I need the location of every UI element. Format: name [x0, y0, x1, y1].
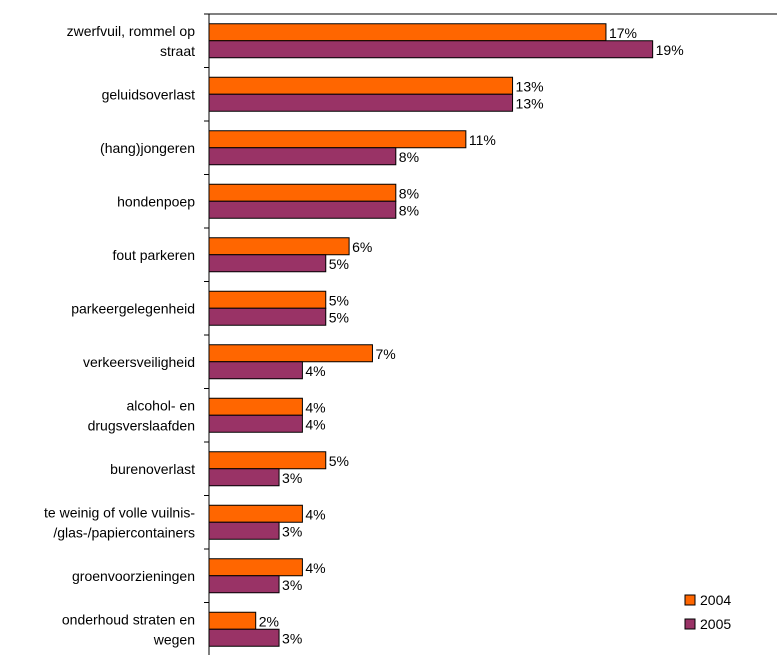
bar-2004	[208, 23, 607, 42]
category-label: onderhoud straten en wegen	[62, 611, 195, 647]
data-label-2004: 4%	[305, 506, 325, 522]
data-label-2004: 11%	[469, 132, 496, 148]
data-label-2004: 7%	[375, 346, 395, 362]
bar-2005	[208, 147, 397, 166]
data-label-2005: 19%	[656, 42, 684, 58]
bar-2005	[208, 575, 280, 594]
bar-2005	[208, 40, 654, 59]
bar-2004	[208, 504, 303, 523]
bar-2004	[208, 290, 327, 309]
category-label: alcohol- en drugsverslaafden	[88, 397, 195, 433]
data-label-2005: 5%	[329, 309, 349, 325]
bars	[208, 23, 654, 647]
data-label-2005: 3%	[282, 523, 302, 539]
bar-2005	[208, 93, 514, 112]
bar-2005	[208, 307, 327, 326]
category-label: verkeersveiligheid	[83, 354, 195, 370]
bar-2005	[208, 254, 327, 273]
data-label-2005: 13%	[516, 95, 544, 111]
bar-2004	[208, 451, 327, 470]
data-label-2004: 5%	[329, 453, 349, 469]
bar-2004	[208, 130, 467, 149]
bar-2005	[208, 200, 397, 219]
bar-2004	[208, 76, 514, 95]
data-label-2005: 5%	[329, 256, 349, 272]
legend-swatch-2005	[684, 618, 696, 630]
data-label-2005: 8%	[399, 202, 419, 218]
category-label: zwerfvuil, rommel op straat	[67, 23, 196, 59]
data-label-2004: 4%	[305, 560, 325, 576]
category-label: hondenpoep	[117, 193, 195, 209]
axis-layer	[204, 13, 777, 655]
data-label-2005: 8%	[399, 149, 419, 165]
data-label-2004: 5%	[329, 292, 349, 308]
data-label-2005: 3%	[282, 630, 302, 646]
legend-label-2005: 2005	[700, 616, 731, 632]
data-label-2004: 6%	[352, 239, 372, 255]
data-label-2005: 4%	[305, 416, 325, 432]
category-label: geluidsoverlast	[102, 86, 195, 102]
legend-swatch-2004	[684, 594, 696, 606]
bar-2004	[208, 237, 350, 256]
bar-2005	[208, 361, 303, 380]
legend: 2004 2005	[684, 592, 731, 632]
category-label: te weinig of volle vuilnis-/glas-/papier…	[44, 504, 195, 540]
bar-2005	[208, 468, 280, 487]
data-label-2005: 3%	[282, 577, 302, 593]
bar-2005	[208, 414, 303, 433]
category-label: groenvoorzieningen	[72, 568, 195, 584]
legend-label-2004: 2004	[700, 592, 731, 608]
category-label: (hang)jongeren	[100, 140, 195, 156]
data-label-2004: 4%	[305, 399, 325, 415]
data-label-2004: 13%	[516, 78, 544, 94]
category-label: burenoverlast	[110, 461, 195, 477]
bar-2004	[208, 344, 373, 363]
bar-2005	[208, 628, 280, 647]
labels: zwerfvuil, rommel op straat 17% 19% geluidso…	[44, 23, 684, 648]
bar-2004	[208, 183, 397, 202]
data-label-2004: 17%	[609, 25, 637, 41]
data-label-2004: 2%	[259, 613, 279, 629]
data-label-2005: 4%	[305, 363, 325, 379]
data-label-2004: 8%	[399, 185, 419, 201]
category-label: fout parkeren	[113, 247, 196, 263]
bar-2005	[208, 521, 280, 540]
bar-2004	[208, 397, 303, 416]
bar-2004	[208, 611, 257, 630]
data-label-2005: 3%	[282, 470, 302, 486]
bar-2004	[208, 558, 303, 577]
category-label: parkeergelegenheid	[71, 300, 195, 316]
